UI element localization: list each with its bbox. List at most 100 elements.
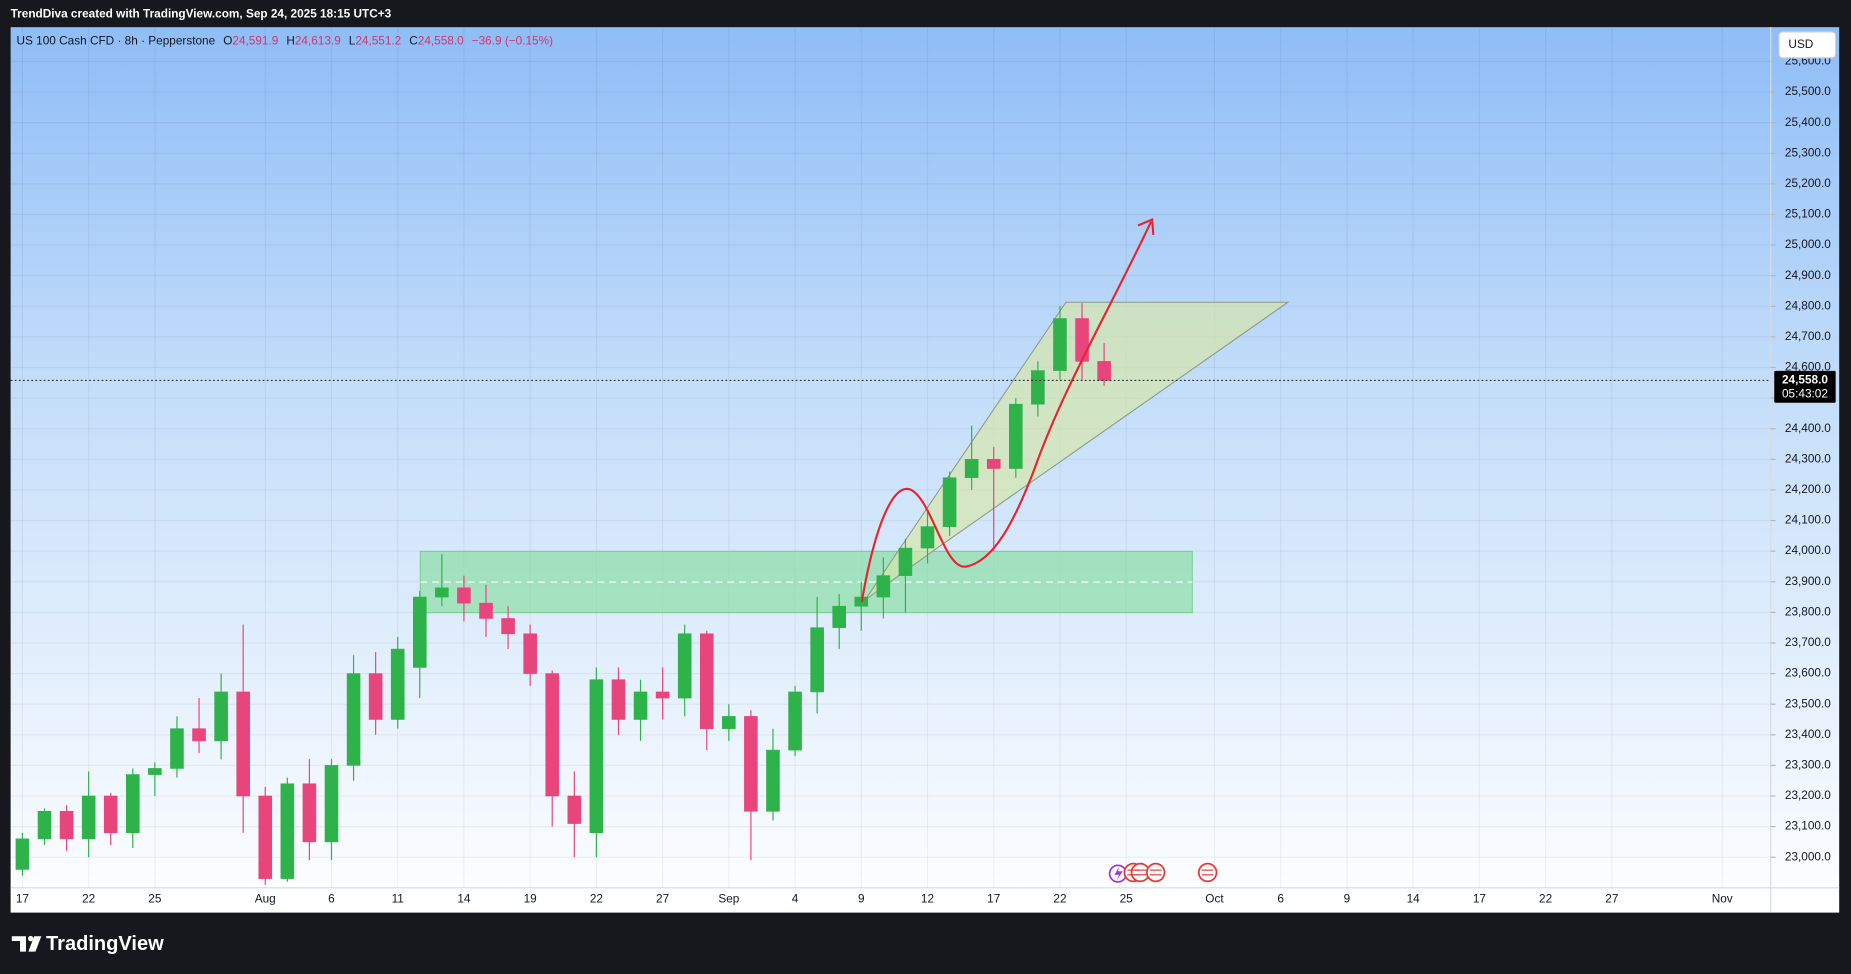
candle-body	[1031, 370, 1045, 405]
candle-body	[589, 679, 604, 834]
candle-body	[986, 459, 1001, 469]
y-tick-label: 24,700.0	[1785, 329, 1831, 343]
projection-curve	[860, 221, 1152, 603]
y-tick-label: 23,700.0	[1785, 635, 1831, 649]
currency-label[interactable]: USD	[1788, 37, 1813, 51]
y-tick-label: 23,400.0	[1785, 727, 1831, 741]
price-change: −36.9 (−0.15%)	[472, 33, 553, 47]
candle-body	[390, 648, 405, 720]
candle-body	[1075, 318, 1089, 362]
drawings	[419, 301, 1290, 614]
candle-body	[1053, 318, 1067, 371]
candle-body	[744, 716, 758, 812]
event-icon	[1197, 862, 1218, 883]
x-tick-label: 6	[1277, 892, 1284, 906]
x-tick-label: 14	[457, 892, 471, 906]
ohlc-key: H	[286, 33, 295, 47]
y-tick-label: 23,500.0	[1785, 696, 1831, 710]
last-price-box	[1774, 370, 1836, 403]
candle-body	[567, 795, 582, 824]
candle-body	[126, 774, 140, 834]
x-tick-label: 25	[148, 892, 162, 906]
x-tick-label: 9	[1344, 892, 1351, 906]
y-tick-label: 23,100.0	[1785, 819, 1831, 833]
y-tick-label: 25,000.0	[1785, 237, 1831, 251]
x-tick-label: 11	[392, 892, 404, 906]
y-tick-label: 25,500.0	[1785, 84, 1831, 98]
x-tick-label: 17	[16, 892, 29, 906]
candle-body	[545, 673, 560, 797]
x-tick-label: 22	[1539, 892, 1552, 906]
y-tick-label: 23,600.0	[1785, 666, 1831, 680]
x-tick-label: 17	[1473, 892, 1486, 906]
candle-body	[633, 691, 648, 720]
x-tick-label: 27	[656, 892, 669, 906]
ohlc-value: 24,591.9	[232, 33, 278, 47]
x-tick-label: 27	[1605, 892, 1618, 906]
symbol-legend: US 100 Cash CFD · 8h · Pepperstone O24,5…	[17, 33, 554, 47]
y-tick-label: 25,300.0	[1785, 145, 1831, 159]
ohlc-key: C	[409, 33, 418, 47]
candle-body	[523, 633, 537, 674]
y-tick-label: 24,300.0	[1785, 451, 1831, 465]
candle-body	[103, 795, 118, 834]
candle-body	[942, 477, 957, 527]
projection	[860, 218, 1155, 603]
y-tick-label: 24,100.0	[1785, 513, 1831, 527]
candle-body	[214, 691, 228, 742]
candle-body	[81, 795, 96, 840]
x-tick-label: 14	[1407, 892, 1421, 906]
x-tick-label: 9	[858, 892, 865, 906]
brand: TradingView	[11, 933, 164, 955]
chart-background	[10, 27, 1840, 913]
y-tick-label: 24,600.0	[1785, 360, 1831, 374]
ohlc-value: 24,613.9	[295, 33, 341, 47]
candle-body	[898, 547, 913, 576]
candle-layer	[15, 303, 1111, 885]
event-icon	[1145, 862, 1166, 883]
y-tick-label: 25,400.0	[1785, 115, 1831, 129]
x-tick-label: 19	[524, 892, 537, 906]
candle-body	[611, 679, 626, 720]
x-tick-label: Oct	[1205, 892, 1224, 906]
candle-body	[258, 795, 273, 879]
x-tick-label: 22	[590, 892, 603, 906]
y-tick-label: 24,900.0	[1785, 268, 1831, 282]
pennant-pattern	[864, 301, 1290, 601]
symbol-name: US 100 Cash CFD · 8h · Pepperstone	[17, 33, 216, 47]
candle-body	[832, 605, 846, 628]
y-tick-label: 24,200.0	[1785, 482, 1831, 496]
attribution: TrendDiva created with TradingView.com, …	[11, 6, 392, 20]
y-tick-label: 25,200.0	[1785, 176, 1831, 190]
currency-button[interactable]	[1778, 31, 1837, 59]
y-tick-label: 24,000.0	[1785, 543, 1831, 557]
candle-body	[479, 602, 493, 619]
candle-body	[810, 627, 824, 693]
y-tick-label: 24,800.0	[1785, 298, 1831, 312]
x-tick-label: 4	[792, 892, 799, 906]
x-tick-label: Nov	[1712, 892, 1733, 906]
event-icon-bolt	[1114, 866, 1123, 881]
y-tick-label: 23,900.0	[1785, 574, 1831, 588]
candle-body	[1009, 403, 1023, 469]
candle-body	[699, 633, 714, 729]
candle-body	[964, 459, 979, 478]
candle-body	[346, 673, 361, 766]
last-price-label: 24,558.0	[1782, 372, 1828, 386]
candle-body	[501, 618, 515, 635]
candle-body	[766, 749, 780, 812]
y-tick-label: 23,300.0	[1785, 757, 1831, 771]
x-tick-label: 17	[987, 892, 1000, 906]
projection-arrowhead	[1137, 218, 1155, 236]
candle-body	[412, 596, 427, 668]
candle-body	[722, 716, 736, 729]
y-tick-label: 25,100.0	[1785, 207, 1831, 221]
x-tick-label: Aug	[255, 892, 276, 906]
ohlc-key: O	[223, 33, 232, 47]
flag-stripes	[1127, 869, 1214, 876]
candle-body	[1097, 361, 1111, 381]
x-tick-label: 6	[328, 892, 335, 906]
x-tick-label: 12	[921, 892, 934, 906]
candle-body	[876, 575, 891, 598]
